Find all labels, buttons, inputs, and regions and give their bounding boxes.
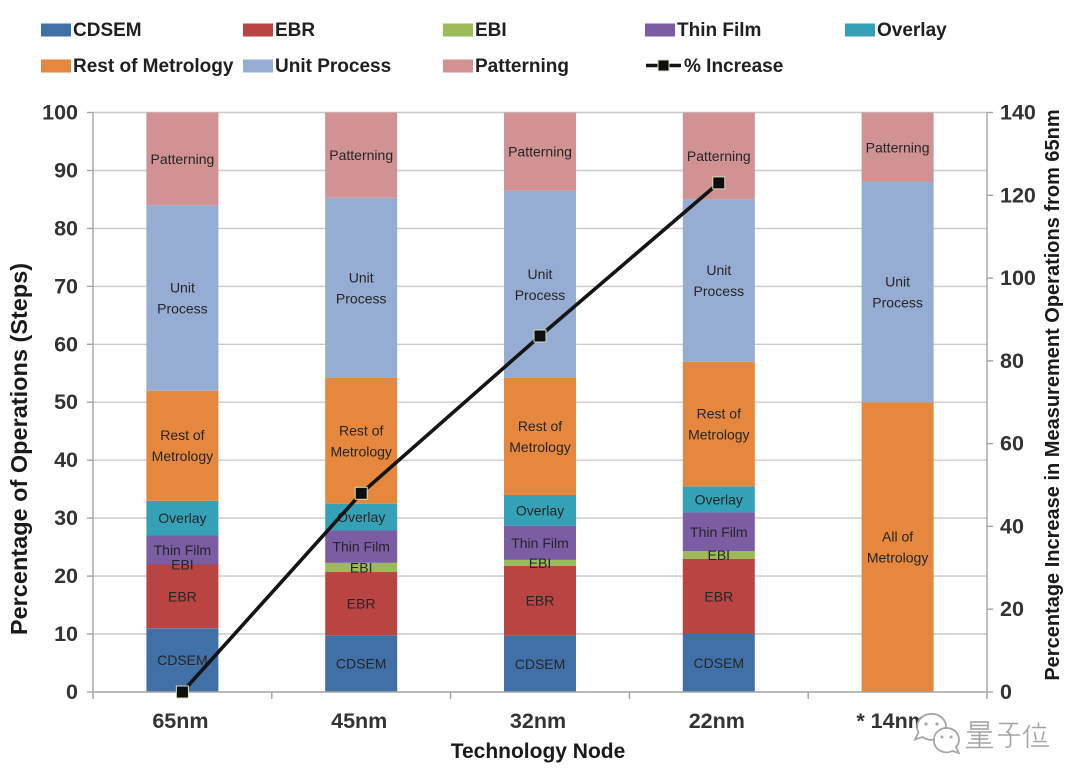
svg-text:Rest of: Rest of	[518, 418, 562, 434]
svg-text:CDSEM: CDSEM	[157, 652, 208, 668]
svg-text:Patterning: Patterning	[866, 139, 930, 155]
svg-text:CDSEM: CDSEM	[73, 20, 142, 41]
svg-text:32nm: 32nm	[510, 709, 566, 733]
svg-text:All of: All of	[882, 529, 913, 545]
svg-text:45nm: 45nm	[331, 709, 387, 733]
svg-text:Thin Film: Thin Film	[511, 535, 569, 551]
svg-text:100: 100	[1000, 266, 1036, 290]
svg-text:Percentage Increase in Measure: Percentage Increase in Measurement Opera…	[1042, 109, 1064, 680]
svg-text:Metrology: Metrology	[152, 448, 213, 464]
svg-text:Patterning: Patterning	[329, 147, 393, 163]
svg-text:Metrology: Metrology	[330, 443, 391, 459]
svg-text:Patterning: Patterning	[508, 144, 572, 160]
svg-text:EBI: EBI	[475, 20, 507, 41]
svg-text:EBI: EBI	[171, 557, 194, 573]
svg-text:140: 140	[1000, 101, 1036, 125]
svg-text:10: 10	[54, 622, 78, 646]
svg-text:Unit: Unit	[170, 279, 195, 295]
svg-text:Process: Process	[515, 287, 566, 303]
svg-text:Unit Process: Unit Process	[275, 56, 391, 77]
svg-text:20: 20	[1000, 597, 1024, 621]
svg-text:40: 40	[1000, 514, 1024, 538]
svg-text:EBR: EBR	[168, 588, 197, 604]
svg-text:EBR: EBR	[347, 596, 376, 612]
svg-text:* 14nm: * 14nm	[856, 709, 927, 733]
svg-text:50: 50	[54, 390, 78, 414]
svg-text:60: 60	[1000, 432, 1024, 456]
svg-text:80: 80	[1000, 349, 1024, 373]
svg-text:Process: Process	[872, 295, 923, 311]
svg-text:Thin Film: Thin Film	[677, 20, 761, 41]
svg-text:CDSEM: CDSEM	[336, 656, 387, 672]
svg-text:Unit: Unit	[528, 266, 553, 282]
svg-text:CDSEM: CDSEM	[515, 656, 566, 672]
svg-text:Patterning: Patterning	[475, 56, 569, 77]
svg-text:Unit: Unit	[706, 262, 731, 278]
svg-text:Overlay: Overlay	[337, 509, 385, 525]
svg-text:Patterning: Patterning	[150, 151, 214, 167]
svg-text:Metrology: Metrology	[509, 439, 570, 455]
svg-text:Overlay: Overlay	[695, 491, 743, 507]
svg-text:Percentage of Operations (Step: Percentage of Operations (Steps)	[6, 263, 32, 635]
svg-text:Overlay: Overlay	[877, 20, 947, 41]
svg-text:% Increase: % Increase	[684, 56, 783, 77]
svg-text:EBR: EBR	[526, 593, 555, 609]
svg-text:Process: Process	[157, 300, 208, 316]
svg-text:CDSEM: CDSEM	[694, 655, 745, 671]
svg-text:EBR: EBR	[704, 588, 733, 604]
svg-text:Metrology: Metrology	[688, 427, 749, 443]
svg-text:Rest of: Rest of	[339, 422, 383, 438]
svg-text:Technology Node: Technology Node	[451, 740, 626, 763]
svg-text:Thin Film: Thin Film	[690, 524, 748, 540]
svg-text:Process: Process	[336, 290, 387, 306]
svg-text:Process: Process	[694, 283, 745, 299]
svg-text:Patterning: Patterning	[687, 148, 751, 164]
svg-text:70: 70	[54, 274, 78, 298]
svg-text:EBR: EBR	[275, 20, 315, 41]
svg-text:Metrology: Metrology	[867, 550, 928, 566]
svg-text:Rest of: Rest of	[697, 406, 741, 422]
svg-text:Thin Film: Thin Film	[154, 542, 212, 558]
svg-text:Overlay: Overlay	[158, 510, 206, 526]
svg-text:0: 0	[1000, 680, 1012, 704]
svg-text:EBI: EBI	[350, 559, 373, 575]
svg-text:Unit: Unit	[349, 269, 374, 285]
svg-text:22nm: 22nm	[689, 709, 745, 733]
svg-text:20: 20	[54, 564, 78, 588]
svg-text:40: 40	[54, 448, 78, 472]
svg-text:EBI: EBI	[708, 547, 731, 563]
svg-text:0: 0	[66, 680, 78, 704]
svg-text:60: 60	[54, 332, 78, 356]
svg-text:EBI: EBI	[529, 555, 552, 571]
svg-text:Overlay: Overlay	[516, 502, 564, 518]
svg-text:Rest of Metrology: Rest of Metrology	[73, 56, 234, 77]
svg-text:30: 30	[54, 506, 78, 530]
svg-text:120: 120	[1000, 183, 1036, 207]
svg-text:Unit: Unit	[885, 274, 910, 290]
svg-text:100: 100	[42, 101, 78, 125]
svg-text:65nm: 65nm	[152, 709, 208, 733]
svg-text:Rest of: Rest of	[160, 427, 204, 443]
svg-text:80: 80	[54, 216, 78, 240]
svg-text:Thin Film: Thin Film	[332, 539, 390, 555]
svg-text:90: 90	[54, 159, 78, 183]
